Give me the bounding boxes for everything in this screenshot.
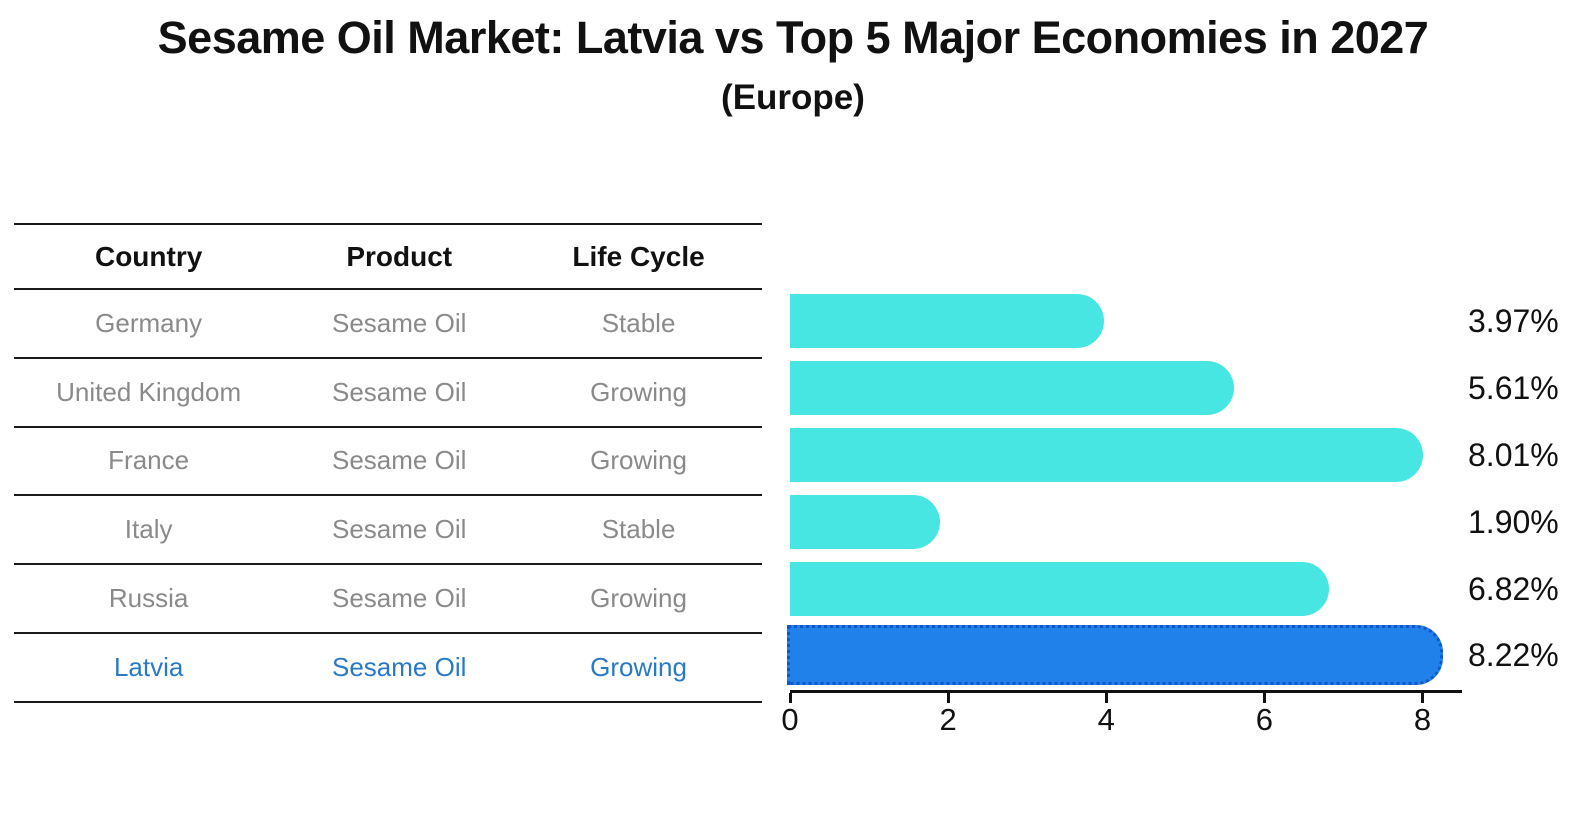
- x-axis-tick-label: 2: [939, 702, 957, 737]
- cell-life-cycle: Growing: [590, 445, 687, 476]
- table-header-row: Country Product Life Cycle: [14, 223, 762, 290]
- column-header-country: Country: [94, 240, 203, 272]
- table-row-russia: Russia Sesame Oil Growing: [14, 565, 762, 634]
- x-axis-tick-label: 6: [1255, 702, 1273, 737]
- table-row-united-kingdom: United Kingdom Sesame Oil Growing: [14, 359, 762, 428]
- cell-product: Sesame Oil: [332, 583, 467, 614]
- column-header-life-cycle: Life Cycle: [572, 240, 705, 272]
- cell-life-cycle: Growing: [590, 583, 687, 614]
- cell-country: United Kingdom: [56, 376, 242, 407]
- bar-italy: [790, 494, 941, 549]
- column-header-product: Product: [346, 240, 453, 272]
- x-axis-tick-label: 8: [1413, 702, 1432, 737]
- country-table: Country Product Life Cycle Germany Sesam…: [14, 223, 762, 703]
- cell-country: Germany: [95, 307, 203, 338]
- chart-subtitle: (Europe): [721, 78, 865, 117]
- bar-value-label: 6.82%: [1468, 570, 1559, 607]
- cell-country: Italy: [124, 514, 173, 545]
- bar-value-label: 1.90%: [1468, 503, 1559, 540]
- x-axis-tick: [789, 693, 792, 703]
- chart-title: Sesame Oil Market: Latvia vs Top 5 Major…: [157, 12, 1429, 63]
- bar-france: [790, 428, 1424, 482]
- table-row-germany: Germany Sesame Oil Stable: [14, 290, 762, 359]
- bar-russia: [790, 561, 1330, 616]
- cell-product: Sesame Oil: [332, 307, 467, 338]
- bar-latvia-highlighted: [787, 625, 1443, 686]
- cell-life-cycle: Stable: [601, 307, 676, 338]
- cell-country: Russia: [108, 583, 189, 614]
- cell-product: Sesame Oil: [332, 514, 467, 545]
- table-row-france: France Sesame Oil Growing: [14, 428, 762, 497]
- cell-product: Sesame Oil: [332, 445, 467, 476]
- bar-value-label: 5.61%: [1468, 370, 1559, 407]
- x-axis-tick: [1105, 693, 1109, 703]
- bar-value-label: 3.97%: [1468, 303, 1559, 340]
- cell-country: France: [108, 445, 190, 476]
- x-axis-tick: [1421, 693, 1425, 703]
- x-axis-tick-label: 0: [781, 702, 799, 737]
- cell-life-cycle: Growing: [590, 376, 687, 407]
- table-row-italy: Italy Sesame Oil Stable: [14, 496, 762, 566]
- cell-product: Sesame Oil: [332, 376, 467, 407]
- cell-life-cycle: Stable: [601, 514, 676, 545]
- x-axis-tick-label: 4: [1097, 702, 1115, 737]
- cell-product: Sesame Oil: [332, 651, 467, 682]
- bar-value-label: 8.01%: [1468, 437, 1559, 473]
- bar-germany: [790, 294, 1104, 349]
- x-axis-line: [790, 690, 1462, 693]
- bar-value-label: 8.22%: [1468, 637, 1559, 674]
- cell-country: Latvia: [113, 651, 184, 682]
- bar-united-kingdom: [790, 361, 1234, 416]
- x-axis-tick: [947, 693, 951, 703]
- cell-life-cycle: Growing: [590, 651, 687, 682]
- x-axis-tick: [1263, 693, 1267, 703]
- table-row-latvia: Latvia Sesame Oil Growing: [14, 634, 762, 703]
